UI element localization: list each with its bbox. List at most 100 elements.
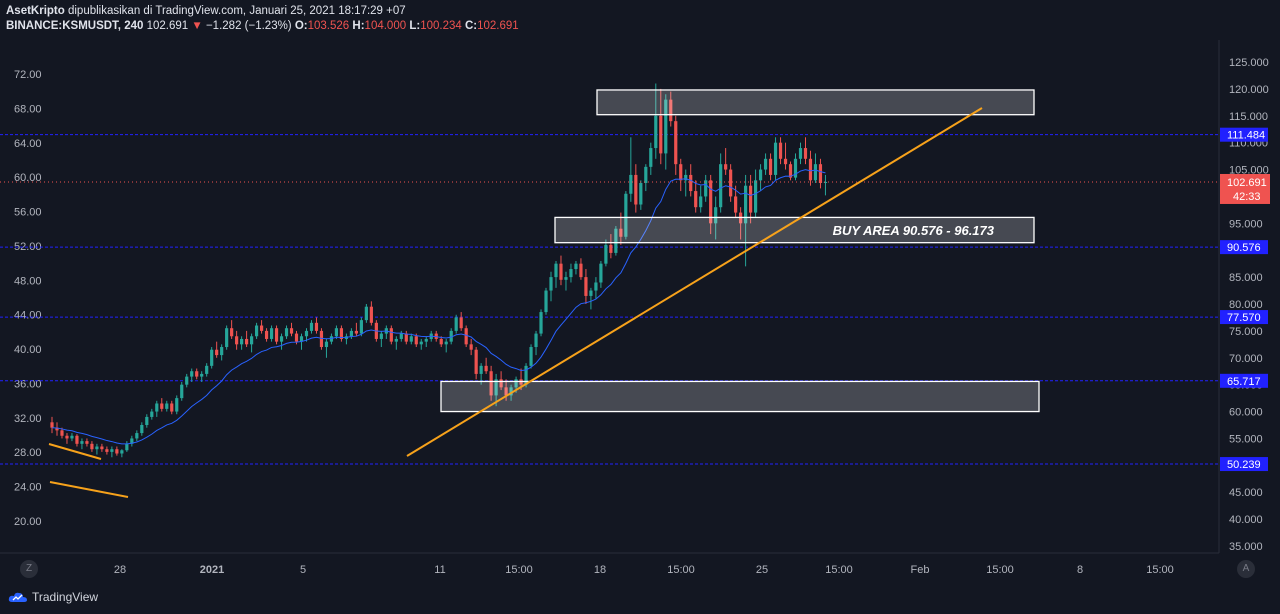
candle-body — [758, 169, 763, 181]
candle-body — [689, 174, 693, 192]
candle-body — [90, 443, 94, 450]
candle-body — [504, 387, 508, 396]
candle-body — [269, 328, 274, 339]
candle-body — [444, 341, 448, 345]
time-axis-tick: 15:00 — [505, 564, 533, 576]
candle-body — [569, 269, 573, 278]
left-axis-tick: 56.00 — [14, 207, 42, 219]
right-axis-tick: 125.000 — [1229, 57, 1269, 69]
candle-body — [494, 379, 498, 396]
candle-body — [753, 180, 758, 213]
right-axis-tick: 60.000 — [1229, 407, 1263, 419]
high-label: H: — [352, 20, 365, 32]
candle-body — [339, 328, 344, 339]
zoom-button[interactable]: Z — [20, 560, 38, 578]
candle-body — [60, 430, 64, 436]
candle-body — [200, 373, 204, 377]
candle-body — [669, 99, 673, 122]
candle-body — [649, 148, 653, 167]
candle-body — [549, 277, 553, 291]
candle-body — [254, 325, 259, 337]
candle-body — [304, 330, 309, 337]
price-level-tag — [1220, 240, 1268, 255]
top-resistance-box — [596, 89, 1035, 116]
time-axis-tick: 2021 — [200, 564, 224, 576]
candle-body — [614, 228, 618, 253]
tradingview-logo[interactable]: TradingView — [8, 590, 98, 604]
candle-body — [75, 435, 79, 444]
candle-body — [589, 290, 593, 296]
candle-body — [80, 441, 84, 444]
bottom-support-box — [440, 380, 1040, 413]
candle-body — [524, 365, 528, 385]
right-axis-tick: 85.000 — [1229, 272, 1263, 284]
brand-label: TradingView — [32, 590, 99, 604]
open-label: O: — [294, 20, 308, 32]
right-axis-tick: 55.000 — [1229, 433, 1263, 445]
candle-body — [359, 320, 363, 334]
candle-body — [105, 449, 109, 452]
candle-body — [489, 371, 493, 396]
candle-body — [85, 441, 89, 444]
candle-body — [609, 244, 613, 253]
candle-body — [674, 121, 678, 165]
buy-area-label: BUY AREA 90.576 - 96.173 — [833, 223, 995, 238]
published-text: dipublikasikan di TradingView.com, Janua… — [67, 5, 406, 17]
time-axis-tick: 11 — [434, 564, 445, 576]
candle-body — [294, 333, 299, 342]
candle-body — [724, 164, 728, 170]
candle-body — [264, 330, 269, 339]
candle-body — [699, 196, 703, 208]
candle-body — [185, 376, 189, 385]
time-axis-tick: 25 — [756, 564, 768, 576]
candle-body — [95, 446, 99, 450]
candle-body — [100, 446, 104, 450]
candle-body — [704, 180, 708, 197]
candle-body — [823, 181, 828, 183]
close-value: 102.691 — [477, 20, 519, 32]
candle-body — [309, 322, 314, 331]
candle-body — [654, 115, 658, 149]
candle-body — [749, 185, 753, 213]
publish-line: AsetKripto dipublikasikan di TradingView… — [6, 4, 519, 19]
left-axis-tick: 44.00 — [14, 310, 42, 322]
right-axis-tick: 45.000 — [1229, 487, 1263, 499]
candle-body — [369, 306, 373, 323]
candle-body — [349, 330, 353, 337]
candle-body — [744, 185, 748, 224]
candle-body — [140, 425, 144, 434]
time-axis-tick: 28 — [114, 564, 126, 576]
right-axis-tick: 75.000 — [1229, 326, 1263, 338]
price-level-tag — [1220, 127, 1268, 142]
candle-body — [115, 449, 119, 454]
ascending-trendline — [406, 107, 983, 457]
candle-body — [409, 336, 413, 342]
left-axis-tick: 28.00 — [14, 447, 42, 459]
candle-body — [529, 347, 533, 366]
candle-body — [160, 403, 164, 409]
candle-body — [559, 263, 563, 280]
candle-body — [424, 338, 428, 342]
left-axis-tick: 20.00 — [14, 516, 42, 528]
candle-body — [763, 158, 768, 170]
candle-body — [205, 365, 209, 374]
candle-body — [190, 371, 194, 377]
time-axis-tick: 5 — [300, 564, 306, 576]
low-label: L: — [409, 20, 421, 32]
candle-body — [479, 365, 483, 374]
current-price-tag — [1220, 173, 1270, 204]
candle-body — [544, 290, 548, 313]
candle-body — [579, 263, 583, 278]
author-name[interactable]: AsetKripto — [6, 5, 65, 17]
symbol-label[interactable]: BINANCE:KSMUSDT, 240 — [6, 20, 144, 32]
left-axis-tick: 48.00 — [14, 275, 42, 287]
right-axis-tick: 70.000 — [1229, 353, 1263, 365]
candle-body — [509, 387, 513, 396]
candle-body — [793, 158, 798, 178]
right-axis-tick: 105.000 — [1229, 165, 1269, 177]
auto-scale-button[interactable]: A — [1237, 560, 1255, 578]
candle-body — [135, 433, 139, 439]
price-level-tag — [1220, 373, 1268, 388]
time-axis-tick: 18 — [594, 564, 606, 576]
